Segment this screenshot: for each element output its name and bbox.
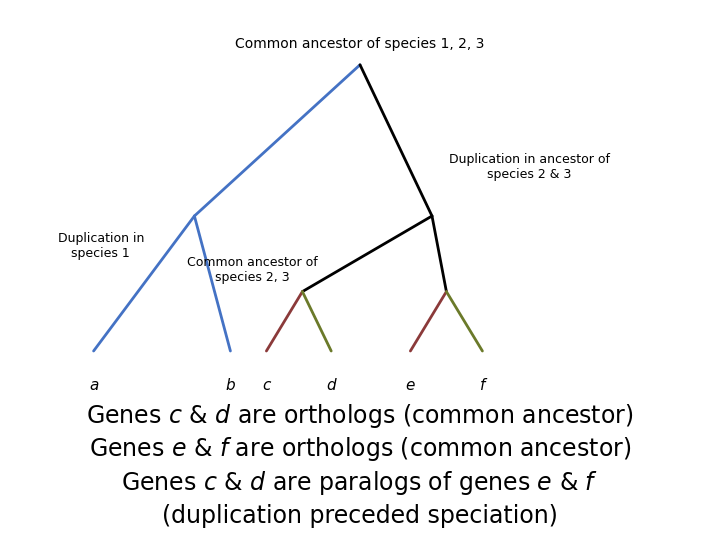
Text: Genes $c$ & $d$ are paralogs of genes $e$ & $f$: Genes $c$ & $d$ are paralogs of genes $e… <box>122 469 598 497</box>
Text: f: f <box>480 378 485 393</box>
Text: Duplication in ancestor of
species 2 & 3: Duplication in ancestor of species 2 & 3 <box>449 153 610 181</box>
Text: d: d <box>326 378 336 393</box>
Text: Common ancestor of species 1, 2, 3: Common ancestor of species 1, 2, 3 <box>235 37 485 51</box>
Text: b: b <box>225 378 235 393</box>
Text: Genes $c$ & $d$ are orthologs (common ancestor): Genes $c$ & $d$ are orthologs (common an… <box>86 402 634 430</box>
Text: e: e <box>405 378 415 393</box>
Text: (duplication preceded speciation): (duplication preceded speciation) <box>162 504 558 528</box>
Text: Genes $e$ & $f$ are orthologs (common ancestor): Genes $e$ & $f$ are orthologs (common an… <box>89 435 631 463</box>
Text: Common ancestor of
species 2, 3: Common ancestor of species 2, 3 <box>186 256 318 284</box>
Text: Duplication in
species 1: Duplication in species 1 <box>58 232 144 260</box>
Text: a: a <box>89 378 99 393</box>
Text: c: c <box>262 378 271 393</box>
